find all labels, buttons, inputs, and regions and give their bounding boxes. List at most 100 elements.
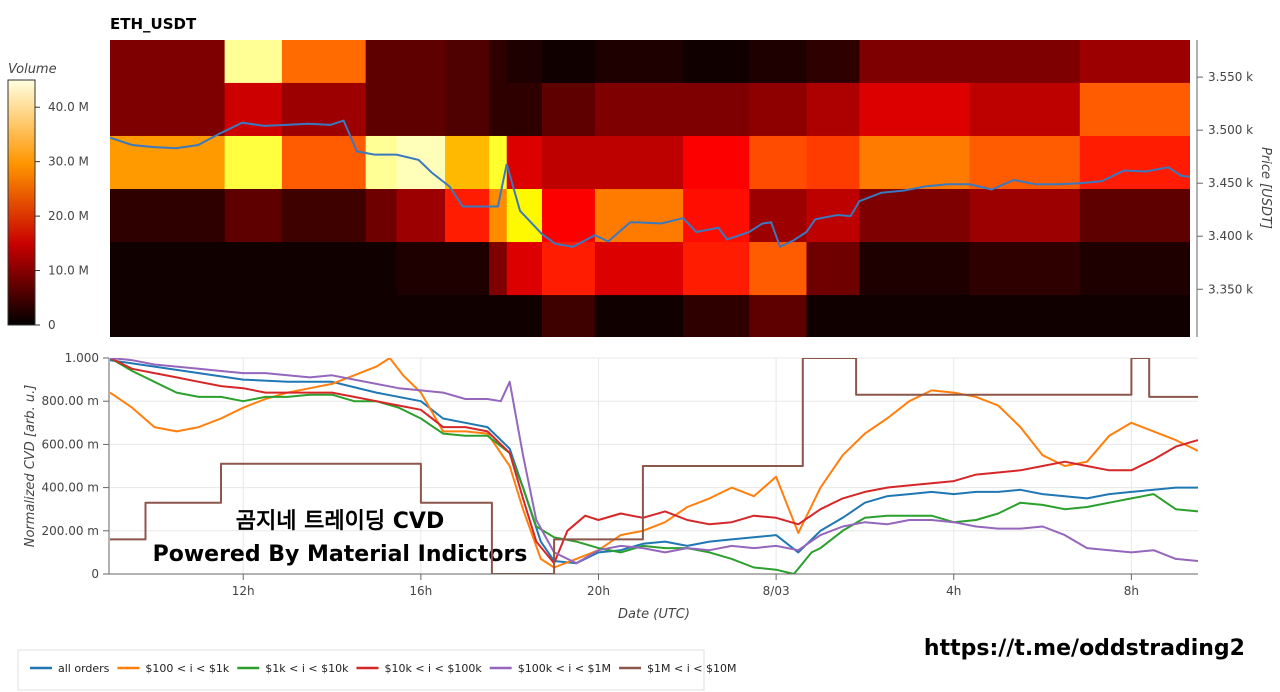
heatmap-cell <box>445 135 490 189</box>
heatmap-cell <box>542 294 596 337</box>
cvd-line-all-orders <box>110 359 1198 565</box>
colorbar <box>7 79 36 326</box>
heatmap-cell <box>1079 188 1190 243</box>
heatmap-cell <box>445 241 490 296</box>
legend-label: $1M < i < $10M <box>647 662 736 675</box>
heatmap-cell <box>110 188 226 243</box>
price-tick-label: 3.500 k <box>1208 123 1253 137</box>
heatmap-cell <box>749 82 807 136</box>
heatmap-cell <box>489 294 508 337</box>
heatmap-cell <box>396 82 446 136</box>
heatmap-cell <box>683 294 750 337</box>
colorbar-tick-label: 40.0 M <box>48 100 89 114</box>
colorbar-tick-label: 20.0 M <box>48 209 89 223</box>
cvd-y-tick-label: 1.000 <box>65 351 99 365</box>
price-tick-label: 3.450 k <box>1208 176 1253 190</box>
heatmap-cell <box>806 135 860 189</box>
heatmap-cell <box>594 135 684 189</box>
heatmap-cell <box>542 241 596 296</box>
legend-label: $100k < i < $1M <box>518 662 611 675</box>
cvd-series <box>110 358 1198 574</box>
cvd-y-axis-label: Normalized CVD [arb. u.] <box>23 385 38 548</box>
heatmap-cell <box>224 294 283 337</box>
heatmap-cell <box>749 241 807 296</box>
heatmap-cell <box>396 40 446 83</box>
colorbar-ticks: 40.0 M 30.0 M 20.0 M 10.0 M 0 <box>35 100 89 332</box>
colorbar-tick-label: 10.0 M <box>48 264 89 278</box>
heatmap-cell <box>365 40 398 83</box>
cvd-y-tick-label: 400.00 m <box>42 481 100 495</box>
heatmap-cell <box>969 40 1081 83</box>
heatmap-cell <box>683 135 750 189</box>
heatmap-cell <box>281 241 367 296</box>
heatmap-cell <box>542 188 596 243</box>
heatmap-cell <box>1079 135 1190 189</box>
heatmap-cell <box>806 241 860 296</box>
price-tick-label: 3.400 k <box>1208 229 1253 243</box>
heatmap-cell <box>224 188 283 243</box>
heatmap-cell <box>281 82 367 136</box>
heatmap-cell <box>396 188 446 243</box>
heatmap-cell <box>683 82 750 136</box>
watermark-subtitle: Powered By Material Indictors <box>153 542 528 567</box>
heatmap-cell <box>224 241 283 296</box>
heatmap-cell <box>110 241 226 296</box>
heatmap-cell <box>594 294 684 337</box>
heatmap <box>110 40 1190 337</box>
heatmap-cell <box>969 241 1081 296</box>
heatmap-cell <box>859 82 971 136</box>
heatmap-cell <box>281 135 367 189</box>
heatmap-cell <box>969 188 1081 243</box>
heatmap-cell <box>542 135 596 189</box>
cvd-x-tick-label: 20h <box>587 584 610 598</box>
heatmap-cell <box>365 135 398 189</box>
colorbar-tick-label: 30.0 M <box>48 155 89 169</box>
heatmap-cell <box>1079 241 1190 296</box>
heatmap-cell <box>683 40 750 83</box>
heatmap-cell <box>542 40 596 83</box>
heatmap-cell <box>969 82 1081 136</box>
heatmap-cell <box>224 40 283 83</box>
cvd-x-tick-label: 16h <box>409 584 432 598</box>
heatmap-cell <box>506 241 543 296</box>
heatmap-cell <box>859 40 971 83</box>
heatmap-cell <box>396 241 446 296</box>
heatmap-cell <box>506 40 543 83</box>
colorbar-label: Volume <box>8 62 57 77</box>
legend-entries: all orders $100 < i < $1k $1k < i < $10k $1… <box>30 662 736 675</box>
cvd-line--100k-i-1m <box>110 358 1198 565</box>
legend-label: $1k < i < $10k <box>265 662 349 675</box>
price-axis-ticks: 3.550 k 3.500 k 3.450 k 3.400 k 3.350 k <box>1197 70 1253 296</box>
watermark: 곰지네 트레이딩 CVD Powered By Material Indicto… <box>153 509 528 567</box>
cvd-x-ticks: 12h 16h 20h 8/03 4h 8h <box>232 574 1139 598</box>
price-line <box>110 119 1190 249</box>
heatmap-cell <box>749 135 807 189</box>
heatmap-cell <box>445 294 490 337</box>
heatmap-cell <box>1079 40 1190 83</box>
heatmap-cell <box>594 241 684 296</box>
telegram-url[interactable]: https://t.me/oddstrading2 <box>924 636 1245 661</box>
legend-label: all orders <box>58 662 110 675</box>
heatmap-cell <box>445 40 490 83</box>
heatmap-cell <box>594 40 684 83</box>
heatmap-cell <box>749 188 807 243</box>
legend-label: $10k < i < $100k <box>384 662 482 675</box>
price-tick-label: 3.550 k <box>1208 70 1253 84</box>
heatmap-cell <box>224 135 283 189</box>
heatmap-cell <box>110 294 226 337</box>
heatmap-cell <box>489 188 508 243</box>
cvd-line--10k-i-100k <box>110 358 1198 565</box>
legend-label: $100 < i < $1k <box>145 662 229 675</box>
legend <box>17 649 705 691</box>
heatmap-cell <box>806 40 860 83</box>
cvd-y-ticks: 0 200.00 m 400.00 m 600.00 m 800.00 m 1.000 <box>42 351 109 581</box>
heatmap-cell <box>1079 294 1190 337</box>
heatmap-cell <box>594 82 684 136</box>
heatmap-cell <box>749 294 807 337</box>
cvd-line--1m-i-10m <box>110 358 1198 574</box>
heatmap-cell <box>281 40 367 83</box>
heatmap-cell <box>506 82 543 136</box>
heatmap-cell <box>396 294 446 337</box>
heatmap-cell <box>489 82 508 136</box>
